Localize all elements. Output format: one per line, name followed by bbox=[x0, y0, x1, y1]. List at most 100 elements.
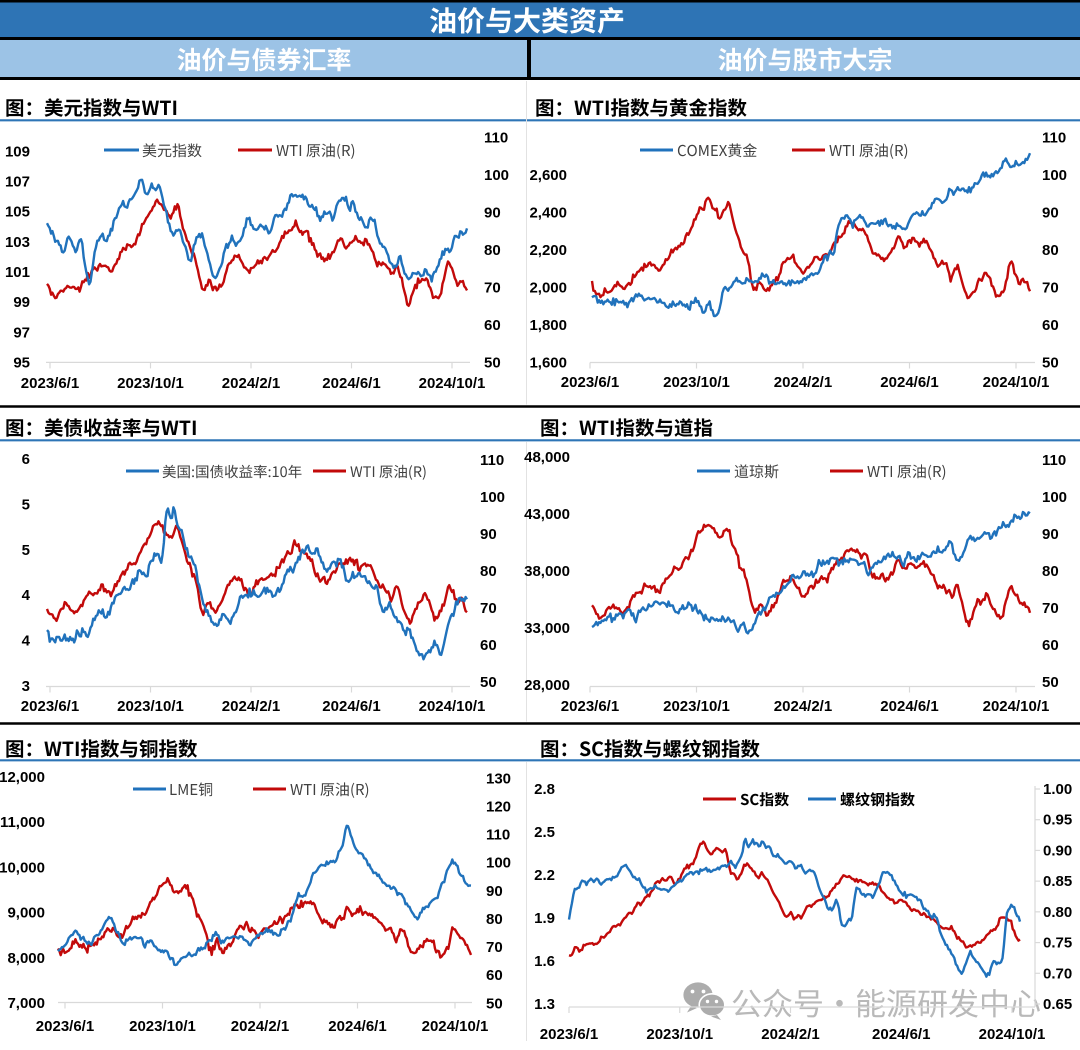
svg-text:0.85: 0.85 bbox=[1043, 873, 1072, 890]
svg-text:2023/6/1: 2023/6/1 bbox=[561, 374, 619, 391]
svg-text:12,000: 12,000 bbox=[0, 769, 45, 786]
svg-text:100: 100 bbox=[480, 489, 505, 506]
svg-text:28,000: 28,000 bbox=[524, 677, 570, 694]
svg-text:8,000: 8,000 bbox=[7, 950, 45, 967]
svg-text:33,000: 33,000 bbox=[524, 620, 570, 637]
svg-text:50: 50 bbox=[484, 354, 501, 371]
svg-text:6: 6 bbox=[22, 451, 30, 468]
svg-text:2024/6/1: 2024/6/1 bbox=[880, 374, 938, 391]
svg-text:130: 130 bbox=[486, 770, 511, 787]
svg-text:0.90: 0.90 bbox=[1043, 842, 1072, 859]
svg-text:60: 60 bbox=[484, 317, 501, 334]
svg-text:50: 50 bbox=[480, 674, 497, 691]
svg-text:2024/10/1: 2024/10/1 bbox=[419, 375, 486, 392]
svg-text:2024/6/1: 2024/6/1 bbox=[872, 1026, 930, 1043]
svg-text:1,800: 1,800 bbox=[529, 317, 567, 334]
svg-text:105: 105 bbox=[5, 204, 30, 221]
svg-text:0.80: 0.80 bbox=[1043, 904, 1072, 921]
svg-text:110: 110 bbox=[1042, 452, 1066, 469]
svg-text:100: 100 bbox=[1042, 489, 1067, 506]
svg-text:1.00: 1.00 bbox=[1043, 781, 1072, 798]
svg-text:2024/6/1: 2024/6/1 bbox=[328, 1018, 386, 1035]
svg-text:2.5: 2.5 bbox=[534, 824, 555, 841]
svg-text:2023/10/1: 2023/10/1 bbox=[117, 698, 184, 715]
svg-text:70: 70 bbox=[480, 600, 497, 617]
svg-text:2023/6/1: 2023/6/1 bbox=[21, 698, 79, 715]
svg-text:0.65: 0.65 bbox=[1043, 996, 1072, 1013]
svg-text:110: 110 bbox=[486, 827, 510, 844]
svg-text:80: 80 bbox=[480, 563, 497, 580]
svg-text:48,000: 48,000 bbox=[524, 449, 570, 466]
svg-text:2023/6/1: 2023/6/1 bbox=[36, 1018, 94, 1035]
svg-text:5: 5 bbox=[22, 542, 30, 559]
svg-text:70: 70 bbox=[484, 279, 501, 296]
svg-text:2024/6/1: 2024/6/1 bbox=[322, 698, 380, 715]
svg-text:50: 50 bbox=[1042, 674, 1059, 691]
svg-text:1.6: 1.6 bbox=[534, 953, 555, 970]
svg-text:11,000: 11,000 bbox=[0, 814, 45, 831]
svg-text:2024/10/1: 2024/10/1 bbox=[983, 698, 1050, 715]
svg-text:100: 100 bbox=[486, 855, 511, 872]
svg-text:120: 120 bbox=[486, 798, 511, 815]
svg-text:2023/10/1: 2023/10/1 bbox=[646, 1026, 713, 1043]
svg-text:70: 70 bbox=[486, 939, 503, 956]
svg-text:110: 110 bbox=[1042, 129, 1066, 146]
svg-text:2024/2/1: 2024/2/1 bbox=[222, 698, 280, 715]
svg-text:90: 90 bbox=[480, 526, 497, 543]
svg-text:60: 60 bbox=[486, 967, 503, 984]
svg-text:80: 80 bbox=[1042, 563, 1059, 580]
svg-text:60: 60 bbox=[1042, 637, 1059, 654]
svg-text:107: 107 bbox=[5, 174, 30, 191]
svg-text:2024/6/1: 2024/6/1 bbox=[880, 698, 938, 715]
svg-text:1,600: 1,600 bbox=[529, 355, 567, 372]
svg-text:2024/2/1: 2024/2/1 bbox=[761, 1026, 819, 1043]
svg-text:2023/10/1: 2023/10/1 bbox=[663, 698, 730, 715]
svg-text:3: 3 bbox=[22, 678, 30, 695]
svg-text:2023/6/1: 2023/6/1 bbox=[21, 375, 79, 392]
svg-text:2.8: 2.8 bbox=[534, 781, 555, 798]
svg-text:43,000: 43,000 bbox=[524, 506, 570, 523]
svg-text:2024/10/1: 2024/10/1 bbox=[422, 1018, 489, 1035]
svg-text:70: 70 bbox=[1042, 279, 1059, 296]
svg-text:1.9: 1.9 bbox=[534, 910, 555, 927]
svg-text:7,000: 7,000 bbox=[7, 995, 45, 1012]
svg-text:2,200: 2,200 bbox=[529, 242, 567, 259]
svg-text:38,000: 38,000 bbox=[524, 563, 570, 580]
svg-text:90: 90 bbox=[1042, 204, 1059, 221]
svg-text:60: 60 bbox=[480, 637, 497, 654]
svg-text:5: 5 bbox=[22, 496, 30, 513]
svg-text:99: 99 bbox=[13, 294, 30, 311]
svg-text:2023/10/1: 2023/10/1 bbox=[117, 375, 184, 392]
svg-text:2.2: 2.2 bbox=[534, 867, 555, 884]
svg-text:2,400: 2,400 bbox=[529, 205, 567, 222]
svg-text:2024/10/1: 2024/10/1 bbox=[419, 698, 486, 715]
svg-text:109: 109 bbox=[5, 143, 30, 160]
svg-text:90: 90 bbox=[484, 204, 501, 221]
svg-text:2024/10/1: 2024/10/1 bbox=[979, 1026, 1046, 1043]
svg-text:60: 60 bbox=[1042, 317, 1059, 334]
svg-text:4: 4 bbox=[22, 587, 31, 604]
svg-text:110: 110 bbox=[484, 129, 508, 146]
svg-text:95: 95 bbox=[13, 354, 30, 371]
svg-text:80: 80 bbox=[1042, 242, 1059, 259]
svg-text:4: 4 bbox=[22, 633, 31, 650]
svg-text:80: 80 bbox=[484, 242, 501, 259]
svg-text:0.95: 0.95 bbox=[1043, 812, 1072, 829]
svg-text:2023/6/1: 2023/6/1 bbox=[540, 1026, 598, 1043]
svg-text:1.3: 1.3 bbox=[534, 996, 555, 1013]
svg-text:50: 50 bbox=[1042, 354, 1059, 371]
svg-text:2023/10/1: 2023/10/1 bbox=[129, 1018, 196, 1035]
svg-text:100: 100 bbox=[1042, 167, 1067, 184]
svg-text:90: 90 bbox=[1042, 526, 1059, 543]
svg-text:97: 97 bbox=[13, 324, 30, 341]
svg-text:103: 103 bbox=[5, 234, 30, 251]
svg-text:0.70: 0.70 bbox=[1043, 965, 1072, 982]
svg-text:2023/10/1: 2023/10/1 bbox=[663, 374, 730, 391]
svg-text:110: 110 bbox=[480, 452, 504, 469]
svg-text:2023/6/1: 2023/6/1 bbox=[561, 698, 619, 715]
svg-text:2024/2/1: 2024/2/1 bbox=[222, 375, 280, 392]
svg-text:90: 90 bbox=[486, 883, 503, 900]
svg-text:2024/10/1: 2024/10/1 bbox=[983, 374, 1050, 391]
svg-text:2024/2/1: 2024/2/1 bbox=[774, 698, 832, 715]
svg-text:9,000: 9,000 bbox=[7, 905, 45, 922]
